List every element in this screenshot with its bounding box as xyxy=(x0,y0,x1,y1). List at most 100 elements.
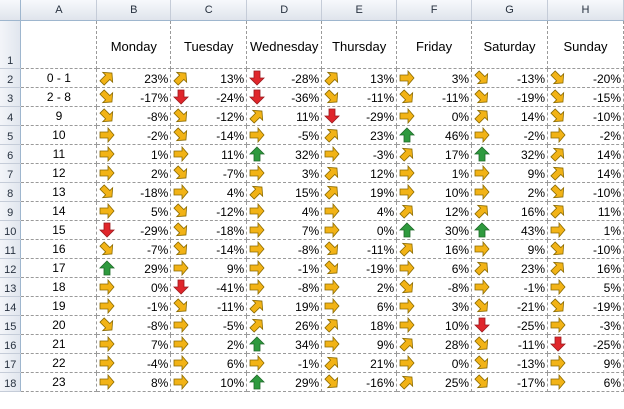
percent-cell[interactable]: 10% xyxy=(170,372,248,392)
percent-cell[interactable]: 0% xyxy=(396,106,473,126)
percent-cell[interactable]: 25% xyxy=(396,372,473,392)
column-header-f[interactable]: F xyxy=(396,0,473,21)
hour-range-cell[interactable]: 21 xyxy=(20,334,98,354)
percent-cell[interactable]: 0% xyxy=(321,220,398,240)
percent-cell[interactable]: 32% xyxy=(246,144,323,164)
percent-cell[interactable]: 9% xyxy=(321,334,398,354)
percent-cell[interactable]: -7% xyxy=(96,239,172,259)
hour-range-cell[interactable]: 16 xyxy=(20,239,98,259)
percent-cell[interactable]: -19% xyxy=(471,87,548,107)
percent-cell[interactable]: 15% xyxy=(246,182,323,202)
column-header-h[interactable]: H xyxy=(547,0,624,21)
percent-cell[interactable]: 1% xyxy=(396,163,473,183)
percent-cell[interactable]: 9% xyxy=(471,239,548,259)
hour-range-cell[interactable]: 2 - 8 xyxy=(20,87,98,107)
percent-cell[interactable]: 23% xyxy=(471,258,548,278)
percent-cell[interactable]: -11% xyxy=(321,239,398,259)
percent-cell[interactable]: -15% xyxy=(547,87,624,107)
percent-cell[interactable]: -8% xyxy=(246,277,323,297)
percent-cell[interactable]: -12% xyxy=(170,106,248,126)
day-header[interactable]: Monday xyxy=(96,20,172,69)
percent-cell[interactable]: -13% xyxy=(471,353,548,373)
percent-cell[interactable]: 3% xyxy=(246,163,323,183)
percent-cell[interactable]: -41% xyxy=(170,277,248,297)
percent-cell[interactable]: -1% xyxy=(471,277,548,297)
percent-cell[interactable]: -36% xyxy=(246,87,323,107)
percent-cell[interactable]: 12% xyxy=(321,163,398,183)
percent-cell[interactable]: 14% xyxy=(547,163,624,183)
percent-cell[interactable]: -24% xyxy=(170,87,248,107)
hour-range-cell[interactable]: 14 xyxy=(20,201,98,221)
row-header[interactable]: 13 xyxy=(0,277,22,297)
percent-cell[interactable]: -13% xyxy=(471,68,548,88)
column-header-g[interactable]: G xyxy=(471,0,548,21)
percent-cell[interactable]: -29% xyxy=(321,106,398,126)
percent-cell[interactable]: -2% xyxy=(547,125,624,145)
row-header[interactable]: 15 xyxy=(0,315,22,335)
day-header[interactable]: Tuesday xyxy=(170,20,248,69)
percent-cell[interactable]: -17% xyxy=(96,87,172,107)
percent-cell[interactable]: 43% xyxy=(471,220,548,240)
percent-cell[interactable]: -12% xyxy=(170,201,248,221)
row-header[interactable]: 11 xyxy=(0,239,22,259)
hour-range-cell[interactable]: 18 xyxy=(20,277,98,297)
percent-cell[interactable]: -29% xyxy=(96,220,172,240)
percent-cell[interactable]: 9% xyxy=(547,353,624,373)
percent-cell[interactable]: 2% xyxy=(96,163,172,183)
percent-cell[interactable]: -19% xyxy=(547,296,624,316)
percent-cell[interactable]: 5% xyxy=(96,201,172,221)
select-all-corner[interactable] xyxy=(0,0,22,21)
column-header-a[interactable]: A xyxy=(20,0,98,21)
day-header[interactable]: Thursday xyxy=(321,20,398,69)
day-header[interactable]: Friday xyxy=(396,20,473,69)
percent-cell[interactable]: 46% xyxy=(396,125,473,145)
percent-cell[interactable]: -11% xyxy=(471,334,548,354)
percent-cell[interactable]: 19% xyxy=(246,296,323,316)
percent-cell[interactable]: -11% xyxy=(321,87,398,107)
percent-cell[interactable]: -14% xyxy=(170,239,248,259)
row-header[interactable]: 6 xyxy=(0,144,22,164)
row-header[interactable]: 7 xyxy=(0,163,22,183)
percent-cell[interactable]: 26% xyxy=(246,315,323,335)
percent-cell[interactable]: 14% xyxy=(471,106,548,126)
percent-cell[interactable]: 3% xyxy=(396,296,473,316)
percent-cell[interactable]: 16% xyxy=(396,239,473,259)
day-header[interactable]: Sunday xyxy=(547,20,624,69)
percent-cell[interactable]: 29% xyxy=(246,372,323,392)
percent-cell[interactable]: 2% xyxy=(471,182,548,202)
percent-cell[interactable]: -17% xyxy=(471,372,548,392)
percent-cell[interactable]: 11% xyxy=(246,106,323,126)
hour-range-cell[interactable]: 17 xyxy=(20,258,98,278)
percent-cell[interactable]: 5% xyxy=(547,277,624,297)
percent-cell[interactable]: 16% xyxy=(471,201,548,221)
percent-cell[interactable]: -2% xyxy=(471,125,548,145)
hour-range-cell[interactable]: 20 xyxy=(20,315,98,335)
row-header[interactable]: 12 xyxy=(0,258,22,278)
percent-cell[interactable]: 0% xyxy=(96,277,172,297)
percent-cell[interactable]: 1% xyxy=(547,220,624,240)
percent-cell[interactable]: -16% xyxy=(321,372,398,392)
percent-cell[interactable]: 32% xyxy=(471,144,548,164)
percent-cell[interactable]: 6% xyxy=(170,353,248,373)
percent-cell[interactable]: 17% xyxy=(396,144,473,164)
percent-cell[interactable]: -11% xyxy=(170,296,248,316)
percent-cell[interactable]: 18% xyxy=(321,315,398,335)
percent-cell[interactable]: -20% xyxy=(547,68,624,88)
hour-range-cell[interactable]: 12 xyxy=(20,163,98,183)
hour-range-cell[interactable]: 9 xyxy=(20,106,98,126)
percent-cell[interactable]: 4% xyxy=(321,201,398,221)
percent-cell[interactable]: 6% xyxy=(396,258,473,278)
cell-a1[interactable] xyxy=(20,20,98,69)
percent-cell[interactable]: 29% xyxy=(96,258,172,278)
percent-cell[interactable]: 2% xyxy=(321,277,398,297)
percent-cell[interactable]: -8% xyxy=(246,239,323,259)
percent-cell[interactable]: 19% xyxy=(321,182,398,202)
percent-cell[interactable]: -10% xyxy=(547,182,624,202)
percent-cell[interactable]: 1% xyxy=(96,144,172,164)
percent-cell[interactable]: 13% xyxy=(321,68,398,88)
percent-cell[interactable]: 9% xyxy=(170,258,248,278)
hour-range-cell[interactable]: 11 xyxy=(20,144,98,164)
percent-cell[interactable]: 28% xyxy=(396,334,473,354)
percent-cell[interactable]: 4% xyxy=(170,182,248,202)
row-header[interactable]: 5 xyxy=(0,125,22,145)
